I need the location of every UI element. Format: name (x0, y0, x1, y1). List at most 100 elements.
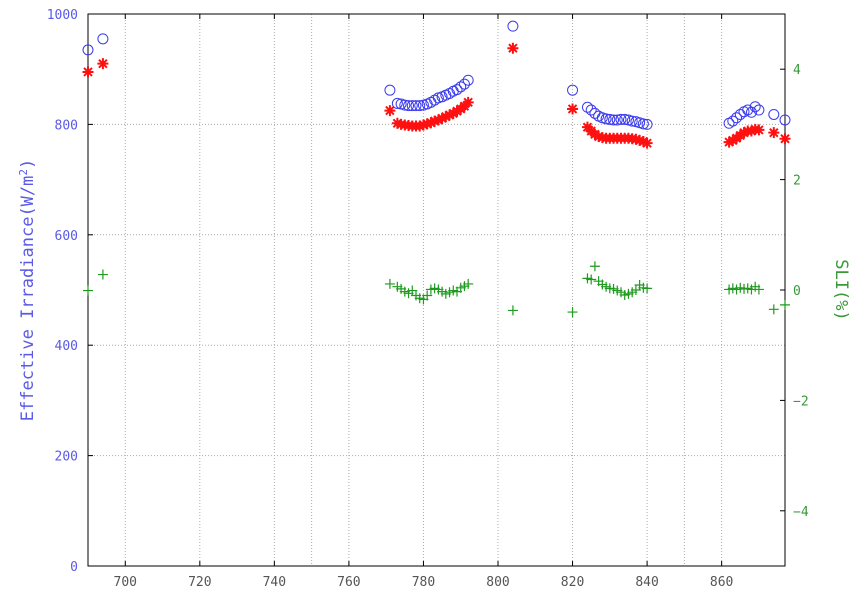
circle-marker (723, 117, 735, 129)
asterisk-marker (97, 58, 109, 70)
circle-marker (637, 118, 649, 130)
circle-marker (585, 104, 597, 116)
bottom-axis-ticks: 700 720 740 760 780 800 820 840 860 (114, 575, 734, 590)
circle-series (82, 20, 791, 130)
asterisk-marker (641, 137, 653, 149)
plus-marker (463, 278, 474, 289)
x-tick-label: 760 (337, 575, 360, 590)
asterisk-marker (417, 119, 429, 131)
x-tick-label: 820 (561, 575, 584, 590)
asterisk-marker (589, 128, 601, 140)
circle-marker (82, 44, 94, 56)
x-tick-label: 740 (263, 575, 286, 590)
x-tick-label: 840 (635, 575, 658, 590)
circle-marker (641, 118, 653, 130)
left-tick-label: 400 (55, 339, 78, 354)
asterisk-marker (507, 42, 519, 54)
left-axis-ticks: 0 200 400 600 800 1000 (47, 8, 78, 575)
asterisk-marker (414, 120, 426, 132)
asterisk-marker (753, 124, 765, 136)
x-tick-label: 860 (710, 575, 733, 590)
asterisk-marker (436, 112, 448, 124)
plus-marker (384, 278, 395, 289)
circle-marker (604, 113, 616, 125)
asterisk-marker (634, 134, 646, 146)
circle-marker (608, 114, 620, 126)
x-tick-label: 720 (188, 575, 211, 590)
x-tick-label: 700 (114, 575, 137, 590)
circle-marker (600, 113, 612, 125)
plus-marker (83, 285, 93, 296)
circle-marker (414, 100, 426, 112)
asterisk-marker (451, 105, 463, 117)
asterisk-marker (432, 114, 444, 126)
right-axis-ticks: 4 2 0 −2 −4 (793, 63, 809, 520)
circle-marker (399, 99, 411, 111)
left-tick-label: 0 (70, 560, 78, 575)
asterisk-series (82, 42, 791, 149)
circle-marker (97, 33, 109, 45)
plus-marker (768, 304, 779, 315)
asterisk-marker (779, 133, 791, 145)
circle-marker (403, 100, 415, 112)
right-tick-label: 0 (793, 284, 801, 299)
circle-marker (410, 100, 422, 112)
circle-marker (567, 84, 579, 96)
asterisk-marker (421, 118, 433, 130)
right-tick-label: 4 (793, 63, 801, 78)
x-tick-label: 800 (486, 575, 509, 590)
plus-marker (586, 274, 597, 285)
circle-marker (611, 114, 623, 126)
plus-marker (589, 261, 600, 272)
right-tick-label: −2 (793, 394, 809, 409)
plus-series (83, 261, 790, 318)
asterisk-marker (723, 136, 735, 148)
left-tick-label: 200 (55, 450, 78, 465)
circle-marker (462, 74, 474, 86)
asterisk-marker (745, 125, 757, 137)
plus-marker (780, 299, 790, 310)
asterisk-marker (727, 134, 739, 146)
circle-marker (507, 20, 519, 32)
asterisk-marker (738, 127, 750, 139)
plus-marker (642, 283, 653, 294)
circle-marker (626, 115, 638, 127)
asterisk-marker (567, 103, 579, 115)
right-tick-label: −4 (793, 505, 809, 520)
asterisk-marker (391, 117, 403, 129)
circle-marker (384, 84, 396, 96)
left-axis-label: Effective Irradiance(W/m2) (17, 159, 38, 422)
tick-marks (88, 13, 785, 567)
circle-marker (458, 78, 470, 90)
asterisk-marker (630, 133, 642, 145)
plus-marker (507, 305, 518, 316)
asterisk-marker (637, 136, 649, 148)
circle-marker (768, 108, 780, 120)
plus-marker (567, 307, 578, 318)
asterisk-marker (82, 66, 94, 78)
right-axis-label: SLI(%) (831, 259, 851, 320)
left-tick-label: 800 (55, 118, 78, 133)
asterisk-marker (462, 96, 474, 108)
plus-marker (97, 269, 108, 280)
circle-marker (451, 84, 463, 96)
circle-marker (619, 113, 631, 125)
circle-marker (581, 101, 593, 113)
asterisk-marker (593, 131, 605, 143)
circle-marker (727, 115, 739, 127)
circle-marker (749, 101, 761, 113)
x-tick-label: 780 (412, 575, 435, 590)
circle-marker (406, 100, 418, 112)
left-tick-label: 1000 (47, 8, 78, 23)
plus-marker (753, 284, 764, 295)
right-tick-label: 2 (793, 174, 801, 189)
asterisk-marker (768, 127, 780, 139)
asterisk-marker (429, 115, 441, 127)
circle-marker (745, 106, 757, 118)
circle-marker (455, 81, 467, 93)
data-series (82, 20, 791, 318)
circle-marker (615, 113, 627, 125)
asterisk-marker (440, 111, 452, 123)
circle-marker (731, 112, 743, 124)
